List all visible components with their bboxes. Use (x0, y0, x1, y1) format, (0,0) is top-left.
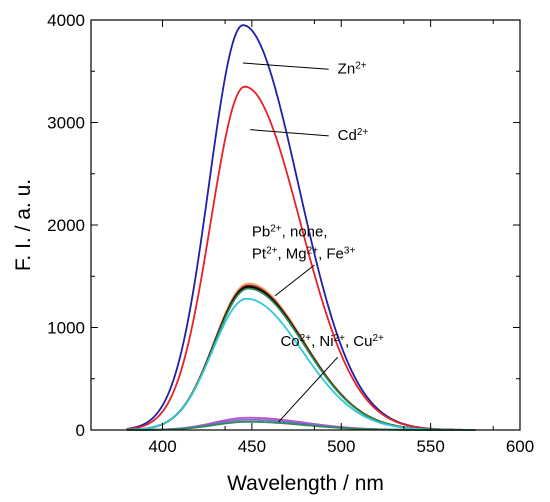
annotations: Zn2+ Cd2+ Pb2+, none, Pt2+, Mg2+, Fe3+ Co2+,… (242, 60, 384, 423)
x-tick-label: 500 (327, 437, 355, 456)
y-tick-label: 2000 (47, 216, 85, 235)
y-axis-label: F. I. / a. u. (12, 179, 35, 271)
x-tick-label: 450 (238, 437, 266, 456)
axis-ticks: 400 450 500 550 600 0 1000 2000 3000 4000 (47, 11, 534, 456)
annotation-leader-co (278, 356, 339, 423)
annotation-label-pb: Pb2+, none, (252, 223, 328, 241)
x-tick-label: 400 (148, 437, 176, 456)
annotation-label-co: Co2+, Ni2+, Cu2+ (280, 332, 384, 350)
series-line-2 (126, 282, 476, 431)
y-tick-label: 4000 (47, 11, 85, 30)
y-tick-label: 0 (76, 421, 85, 440)
annotation-label-cd: Cd2+ (338, 126, 369, 144)
annotation-label-pb: Pt2+, Mg2+, Fe3+ (252, 245, 356, 263)
series-line-6 (126, 297, 476, 431)
annotation-leader-zn (242, 62, 329, 70)
x-axis-label: Wavelength / nm (227, 472, 384, 495)
y-tick-label: 1000 (47, 319, 85, 338)
annotation-label-zn: Zn2+ (338, 60, 367, 78)
series-line-1 (126, 85, 476, 431)
x-tick-label: 600 (506, 437, 534, 456)
y-tick-label: 3000 (47, 114, 85, 133)
annotation-leader-pb (274, 264, 315, 297)
annotation-leader-cd (250, 129, 329, 137)
x-tick-label: 550 (416, 437, 444, 456)
